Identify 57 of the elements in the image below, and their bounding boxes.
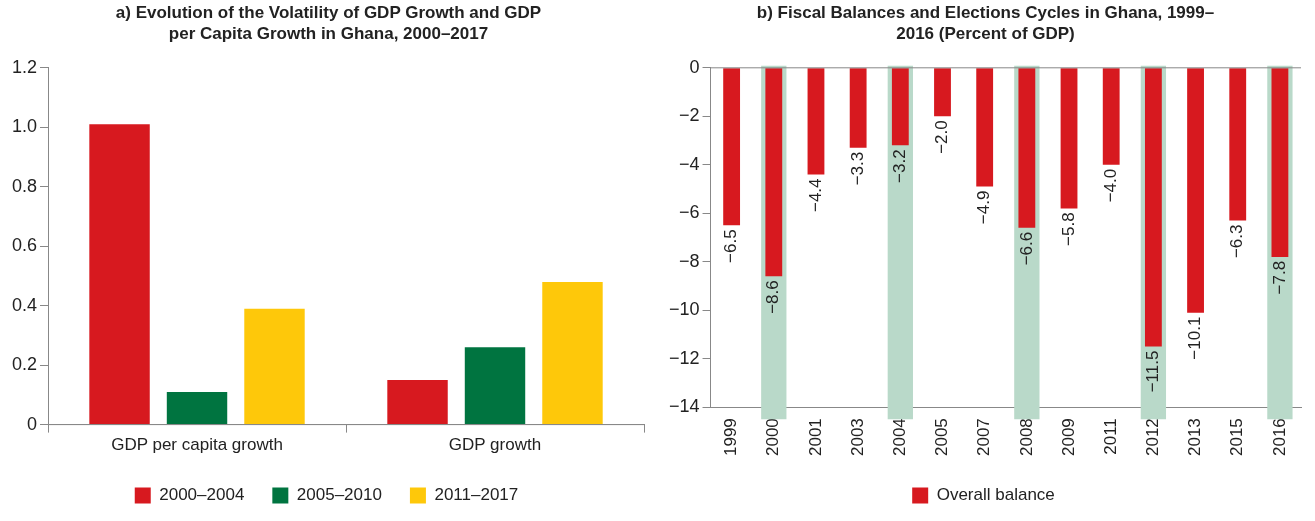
- data-label: −4.0: [1100, 168, 1120, 203]
- x-tick-label: GDP per capita growth: [110, 435, 283, 455]
- x-tick-label: 2007: [973, 418, 993, 457]
- data-label: −11.5: [1142, 350, 1162, 393]
- legend-label: Overall balance: [936, 485, 1055, 505]
- y-tick-label: −8: [678, 250, 700, 271]
- x-tick-label: 2000: [762, 418, 782, 457]
- data-label: −8.6: [762, 280, 782, 314]
- data-label: −3.3: [847, 151, 867, 186]
- legend-label: 2000–2004: [158, 485, 244, 505]
- y-tick-label: 1.0: [11, 116, 37, 137]
- x-tick-label: 2012: [1142, 418, 1162, 457]
- x-tick-label: 2004: [889, 418, 909, 457]
- y-tick-label: 0.4: [11, 294, 37, 315]
- x-tick-label: 2016: [1269, 418, 1289, 457]
- chart-title: b) Fiscal Balances and Elections Cycles in Ghana, 1999–2016 (Percent of GDP): [755, 2, 1216, 45]
- bar: [541, 281, 603, 425]
- x-tick-label: 2011: [1100, 418, 1120, 455]
- y-tick-label: −12: [668, 347, 700, 368]
- x-tick-label: 1999: [720, 418, 740, 457]
- y-tick-label: 0.2: [11, 354, 37, 375]
- y-tick-label: −10: [668, 299, 700, 320]
- y-tick-label: 0.6: [11, 235, 37, 256]
- bar: [166, 391, 227, 425]
- y-tick-label: −14: [668, 396, 700, 417]
- y-tick-label: −4: [678, 153, 700, 174]
- data-label: −4.9: [973, 190, 993, 225]
- bar: [464, 347, 525, 425]
- x-tick-label: 2001: [805, 418, 825, 457]
- data-label: −10.1: [1184, 316, 1204, 360]
- legend-label: 2005–2010: [296, 485, 382, 505]
- bar: [88, 124, 150, 425]
- data-label: −6.3: [1226, 224, 1246, 259]
- chart-title: a) Evolution of the Volatility of GDP Growth and GDP per Capita Growth in Ghana, 2000–2017: [114, 2, 543, 45]
- x-tick-label: 2005: [931, 418, 951, 457]
- x-tick-label: 2013: [1184, 418, 1204, 457]
- y-tick-label: −2: [678, 105, 700, 126]
- x-tick-label: 2015: [1226, 418, 1246, 457]
- data-label: −6.6: [1016, 231, 1036, 266]
- legend-label: 2011–2017: [433, 485, 518, 505]
- data-label: −3.2: [889, 149, 909, 183]
- y-tick-label: 0: [689, 56, 700, 77]
- y-tick-label: 1.2: [11, 56, 37, 77]
- data-label: −2.0: [931, 120, 951, 154]
- bar: [386, 380, 448, 425]
- data-label: −4.4: [805, 178, 825, 213]
- x-tick-label: 2009: [1058, 418, 1078, 457]
- bar: [243, 308, 305, 425]
- x-tick-label: 2003: [847, 418, 867, 457]
- x-tick-label: GDP growth: [448, 435, 541, 455]
- y-tick-label: 0: [26, 413, 37, 434]
- y-tick-label: 0.8: [11, 175, 37, 196]
- data-label: −7.8: [1269, 260, 1289, 295]
- data-label: −5.8: [1058, 212, 1078, 246]
- y-tick-label: −6: [678, 202, 700, 223]
- x-tick-label: 2008: [1016, 418, 1036, 457]
- data-label: −6.5: [720, 229, 740, 263]
